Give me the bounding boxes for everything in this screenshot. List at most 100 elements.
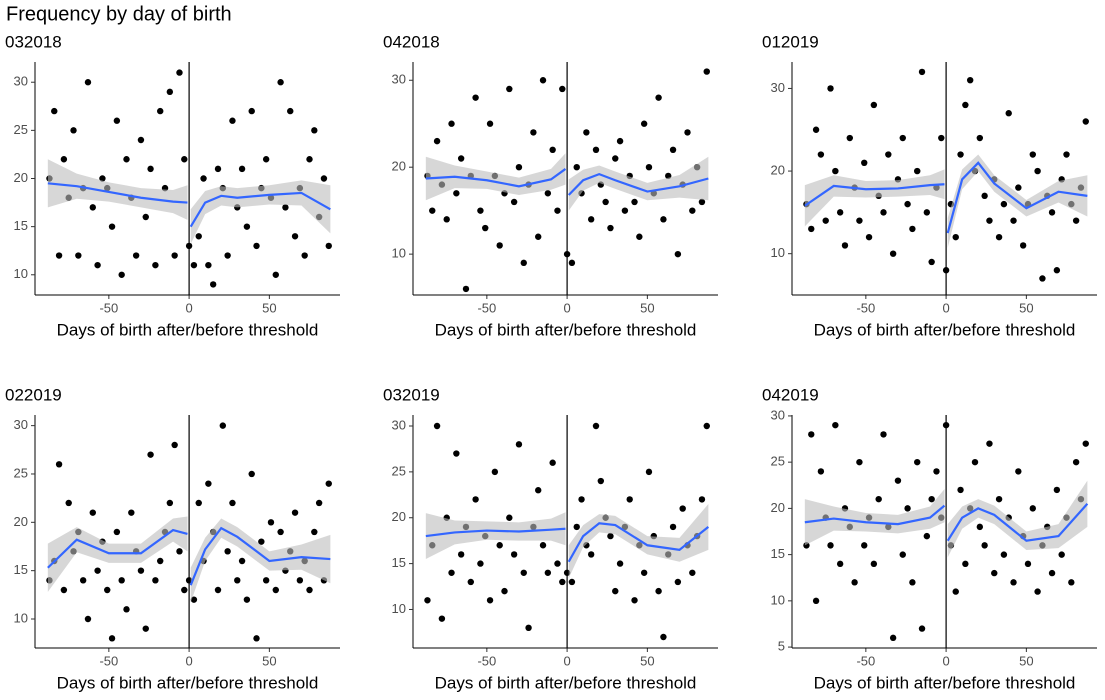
data-point: [515, 441, 523, 448]
x-tick-label: 50: [262, 653, 276, 668]
data-point: [238, 557, 246, 565]
data-point: [306, 156, 313, 163]
data-point: [94, 261, 101, 269]
data-point: [113, 528, 121, 536]
x-axis-label: Days of birth after/before threshold: [814, 673, 1076, 692]
data-point: [856, 217, 863, 224]
data-point: [176, 548, 183, 555]
fit-line: [47, 526, 331, 586]
data-point: [453, 190, 460, 197]
data-point: [981, 192, 988, 200]
y-tick-label: 10: [771, 592, 785, 607]
data-point: [477, 207, 484, 214]
data-point: [957, 151, 964, 158]
data-point: [142, 625, 149, 632]
data-point: [152, 577, 159, 584]
y-tick-label: 20: [14, 170, 28, 185]
panel: 042018 Days of birth after/before thresho…: [383, 32, 718, 339]
y-tick-label: 15: [14, 218, 28, 233]
data-point: [137, 136, 145, 144]
data-point: [234, 577, 241, 584]
fit-line: [47, 182, 331, 228]
panel: 012019 Days of birth after/before thresho…: [762, 32, 1097, 339]
data-point: [655, 587, 662, 595]
data-point: [812, 597, 820, 605]
data-point: [128, 509, 135, 516]
data-point: [880, 209, 887, 216]
data-point: [482, 224, 489, 232]
data-point: [631, 597, 638, 604]
data-point: [1010, 217, 1017, 224]
data-point: [689, 569, 696, 576]
confidence-band: [804, 169, 945, 227]
data-point: [113, 117, 121, 124]
data-point: [477, 560, 484, 567]
x-tick-label: -50: [477, 653, 496, 668]
data-point: [808, 431, 815, 438]
x-tick-label: 50: [640, 300, 654, 315]
data-point: [640, 120, 648, 127]
data-point: [626, 496, 633, 503]
data-point: [703, 422, 710, 430]
data-point: [616, 137, 624, 145]
data-point: [568, 259, 576, 267]
data-point: [1082, 118, 1089, 125]
x-tick-label: -50: [856, 653, 875, 668]
data-point: [918, 68, 926, 76]
data-point: [836, 560, 844, 568]
panel: 032018 Days of birth after/before thresho…: [5, 32, 340, 339]
data-point: [549, 146, 556, 154]
y-tick-label: 20: [392, 509, 406, 524]
data-point: [889, 634, 897, 642]
data-point: [142, 213, 149, 221]
data-point: [918, 625, 926, 632]
fit-line: [425, 522, 710, 563]
data-point: [674, 250, 682, 258]
data-point: [325, 242, 332, 250]
data-point: [520, 569, 527, 576]
data-point: [880, 431, 887, 438]
data-point: [612, 587, 619, 595]
data-point: [181, 586, 188, 594]
y-tick-label: 20: [771, 500, 785, 515]
x-axis-label: Days of birth after/before threshold: [57, 673, 319, 692]
data-point: [214, 165, 222, 173]
data-point: [986, 440, 993, 447]
data-point: [424, 597, 431, 604]
data-point: [433, 422, 441, 430]
data-point: [962, 101, 969, 109]
y-tick-label: 25: [392, 463, 406, 478]
panel: 022019 Days of birth after/before thresho…: [5, 385, 340, 692]
y-tick-label: 30: [392, 72, 406, 87]
data-point: [1029, 151, 1036, 158]
data-point: [851, 579, 858, 586]
data-point: [1063, 151, 1070, 158]
data-point: [1005, 110, 1012, 117]
data-point: [219, 422, 227, 429]
data-point: [817, 151, 825, 158]
data-point: [928, 495, 935, 503]
data-point: [166, 88, 174, 96]
data-point: [827, 85, 834, 92]
data-point: [467, 578, 474, 586]
data-point: [510, 551, 518, 558]
y-tick-label: 25: [14, 122, 28, 137]
data-point: [631, 198, 638, 206]
data-point: [108, 223, 116, 230]
data-point: [152, 261, 159, 269]
data-point: [986, 217, 993, 224]
data-point: [238, 165, 246, 173]
y-tick-label: 15: [771, 546, 785, 561]
data-point: [981, 542, 988, 549]
data-point: [640, 569, 648, 576]
data-point: [267, 519, 275, 526]
data-point: [861, 159, 868, 167]
panel-title: 032018: [5, 32, 62, 51]
confidence-band: [425, 153, 566, 201]
data-point: [535, 487, 542, 494]
y-tick-label: 20: [771, 163, 785, 178]
data-point: [79, 577, 87, 584]
data-point: [914, 167, 921, 175]
data-point: [660, 216, 667, 223]
data-point: [55, 461, 63, 468]
